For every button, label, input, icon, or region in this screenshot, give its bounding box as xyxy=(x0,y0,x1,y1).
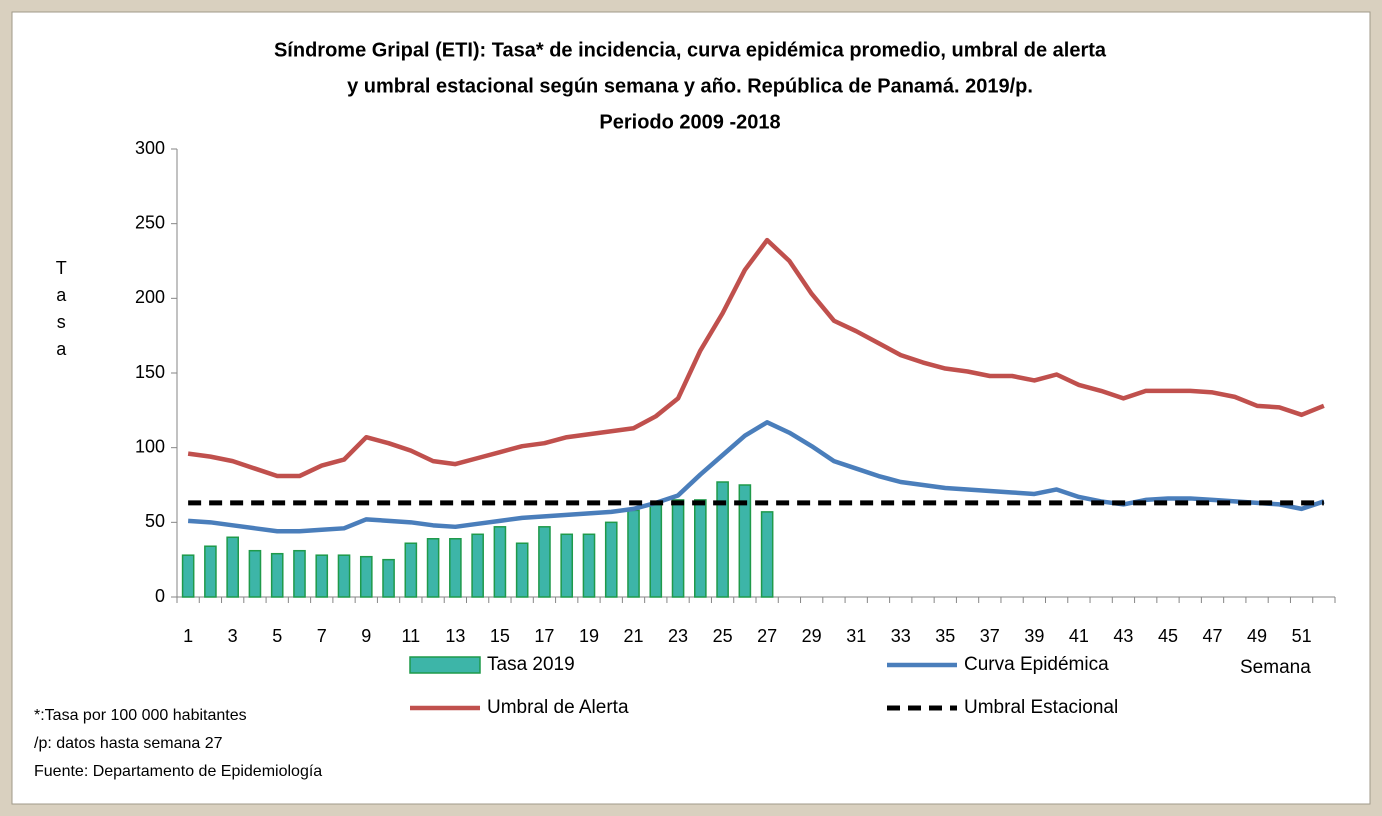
y-tick-label: 150 xyxy=(135,362,165,382)
legend-label: Tasa 2019 xyxy=(487,654,575,675)
bar xyxy=(359,555,373,598)
legend-swatch xyxy=(409,656,481,674)
footnote: /p: datos hasta semana 27 xyxy=(34,735,223,752)
x-tick-label: 39 xyxy=(1024,626,1044,646)
bar xyxy=(515,542,529,598)
bar xyxy=(671,499,685,598)
x-tick-label: 43 xyxy=(1113,626,1133,646)
y-tick-label: 100 xyxy=(135,436,165,456)
legend-label: Umbral de Alerta xyxy=(487,697,629,718)
bar xyxy=(649,503,663,598)
x-tick-label: 49 xyxy=(1247,626,1267,646)
bar xyxy=(226,536,239,598)
chart-title: y umbral estacional según semana y año. … xyxy=(347,75,1033,97)
x-tick-label: 11 xyxy=(401,626,420,646)
x-tick-label: 5 xyxy=(272,626,282,646)
bar xyxy=(493,526,507,598)
bar xyxy=(560,533,574,598)
bar xyxy=(204,545,217,598)
footnote: *:Tasa por 100 000 habitantes xyxy=(34,707,247,724)
y-tick-label: 0 xyxy=(155,586,165,606)
bar xyxy=(604,521,618,598)
y-tick-label: 50 xyxy=(145,511,165,531)
y-tick-label: 300 xyxy=(135,138,165,158)
x-tick-label: 51 xyxy=(1292,626,1312,646)
x-tick-label: 41 xyxy=(1069,626,1089,646)
x-tick-label: 3 xyxy=(228,626,238,646)
chart-panel xyxy=(11,11,1371,805)
x-tick-label: 13 xyxy=(445,626,465,646)
x-tick-label: 45 xyxy=(1158,626,1178,646)
line xyxy=(187,237,1325,479)
bar xyxy=(382,558,395,598)
bar xyxy=(627,509,640,598)
x-tick-label: 21 xyxy=(624,626,644,646)
bar xyxy=(538,526,551,598)
x-tick-label: 15 xyxy=(490,626,510,646)
x-axis-label: Semana xyxy=(1240,657,1311,678)
bar xyxy=(716,481,729,598)
x-tick-label: 25 xyxy=(713,626,733,646)
chart-title: Síndrome Gripal (ETI): Tasa* de incidenc… xyxy=(274,39,1107,61)
legend-label: Umbral Estacional xyxy=(964,697,1118,718)
x-tick-label: 19 xyxy=(579,626,599,646)
x-tick-label: 23 xyxy=(668,626,688,646)
bar xyxy=(738,484,752,598)
bar xyxy=(337,554,351,598)
x-tick-label: 33 xyxy=(891,626,911,646)
x-tick-label: 17 xyxy=(534,626,554,646)
bar xyxy=(270,552,284,598)
x-tick-label: 37 xyxy=(980,626,1000,646)
bar xyxy=(471,533,484,598)
x-tick-label: 27 xyxy=(757,626,777,646)
bar xyxy=(426,538,440,598)
bar xyxy=(293,549,306,598)
bar xyxy=(404,542,418,598)
bar xyxy=(760,511,774,598)
y-tick-label: 200 xyxy=(135,287,165,307)
x-tick-label: 31 xyxy=(846,626,866,646)
y-axis-label: Tasa xyxy=(51,258,71,366)
x-tick-label: 1 xyxy=(183,626,193,646)
chart-title: Periodo 2009 -2018 xyxy=(599,111,780,133)
x-tick-label: 7 xyxy=(317,626,327,646)
bar xyxy=(315,554,329,598)
bar xyxy=(181,554,195,598)
y-tick-label: 250 xyxy=(135,212,165,232)
x-tick-label: 47 xyxy=(1203,626,1223,646)
bar xyxy=(694,499,707,598)
bar xyxy=(582,533,596,598)
bar xyxy=(449,538,462,598)
x-tick-label: 29 xyxy=(802,626,822,646)
bar xyxy=(248,549,262,598)
x-tick-label: 9 xyxy=(361,626,371,646)
x-tick-label: 35 xyxy=(935,626,955,646)
legend-label: Curva Epidémica xyxy=(964,654,1109,675)
footnote: Fuente: Departamento de Epidemiología xyxy=(34,763,322,780)
